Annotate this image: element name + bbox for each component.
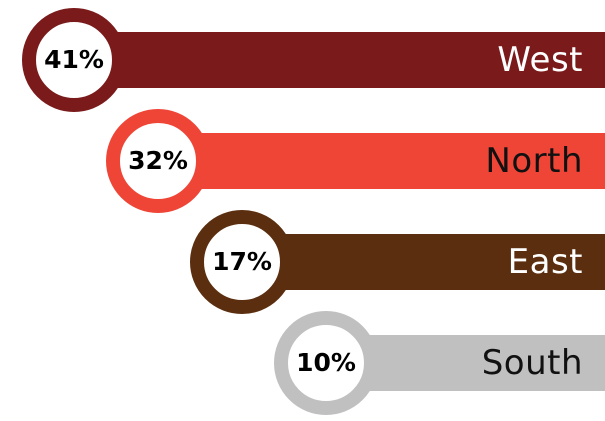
value-label-south: 10% xyxy=(296,348,356,377)
category-label-west: West xyxy=(497,40,583,80)
bar-west: West xyxy=(74,32,605,88)
value-ring-east: 17% xyxy=(190,210,294,314)
category-label-south: South xyxy=(481,343,583,383)
chart-row-east: East 17% xyxy=(190,210,605,314)
value-ring-south: 10% xyxy=(274,311,378,415)
chart-row-north: North 32% xyxy=(106,109,605,213)
value-ring-west: 41% xyxy=(22,8,126,112)
bar-north: North xyxy=(158,133,605,189)
value-label-north: 32% xyxy=(128,146,188,175)
chart-row-west: West 41% xyxy=(22,8,605,112)
category-label-north: North xyxy=(485,141,583,181)
chart-row-south: South 10% xyxy=(274,311,605,415)
value-ring-north: 32% xyxy=(106,109,210,213)
bar-east: East xyxy=(242,234,605,290)
category-label-east: East xyxy=(507,242,583,282)
value-label-east: 17% xyxy=(212,247,272,276)
value-label-west: 41% xyxy=(44,45,104,74)
